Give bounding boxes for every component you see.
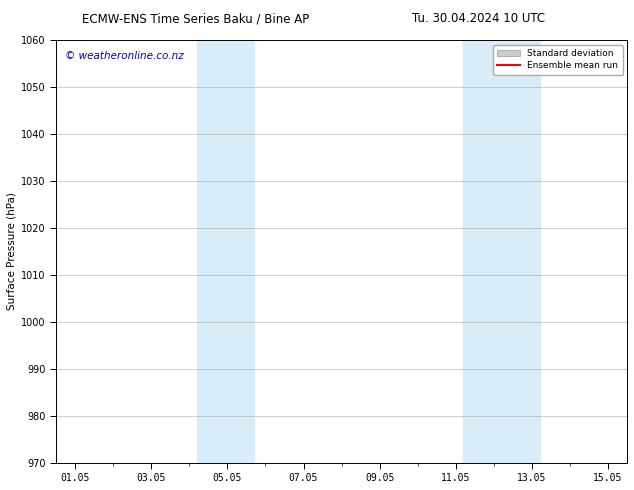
Legend: Standard deviation, Ensemble mean run: Standard deviation, Ensemble mean run xyxy=(493,45,623,74)
Text: Tu. 30.04.2024 10 UTC: Tu. 30.04.2024 10 UTC xyxy=(412,12,545,25)
Y-axis label: Surface Pressure (hPa): Surface Pressure (hPa) xyxy=(7,193,17,311)
Text: ECMW-ENS Time Series Baku / Bine AP: ECMW-ENS Time Series Baku / Bine AP xyxy=(82,12,309,25)
Bar xyxy=(463,40,540,463)
Text: © weatheronline.co.nz: © weatheronline.co.nz xyxy=(65,51,183,61)
Bar xyxy=(197,40,254,463)
